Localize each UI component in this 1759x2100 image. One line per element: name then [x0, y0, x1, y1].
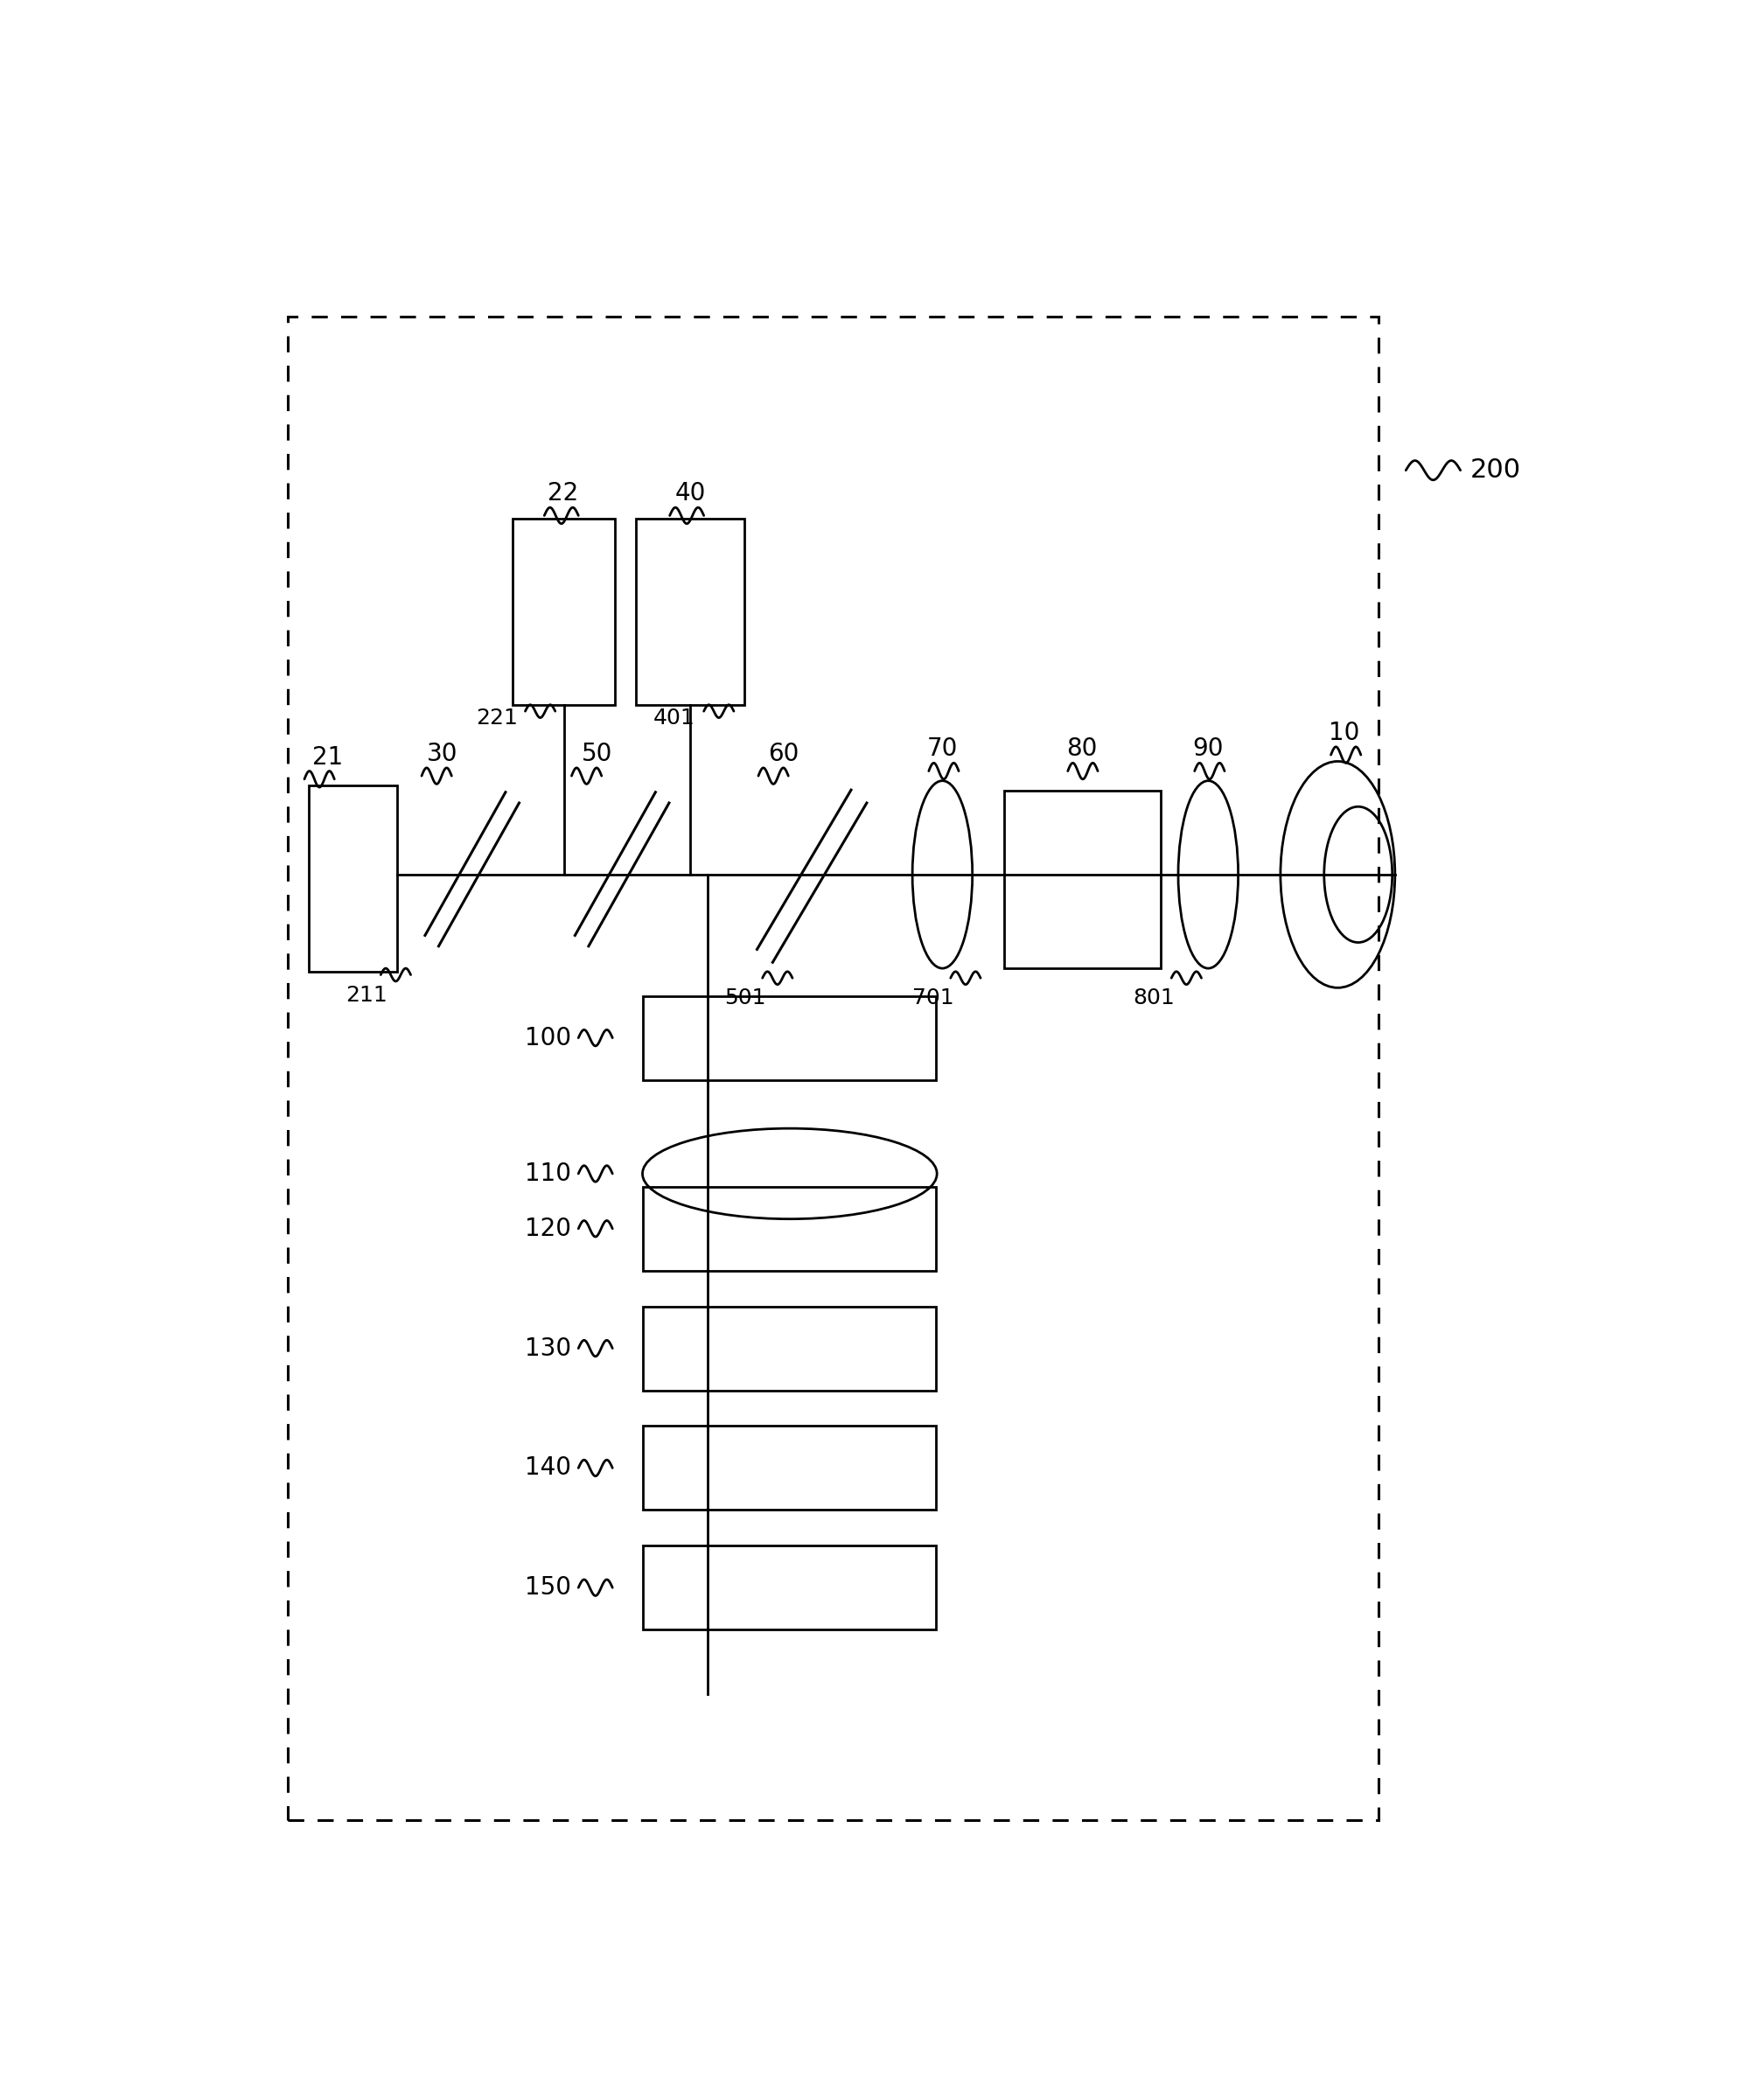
Bar	[642, 1426, 936, 1510]
Bar	[635, 519, 744, 706]
Text: 701: 701	[913, 987, 953, 1008]
Text: 801: 801	[1133, 987, 1175, 1008]
Text: 130: 130	[526, 1336, 572, 1361]
Text: 21: 21	[313, 745, 343, 769]
Text: 110: 110	[526, 1161, 572, 1186]
Text: 501: 501	[725, 987, 765, 1008]
Bar	[308, 785, 398, 972]
Text: 90: 90	[1193, 737, 1224, 762]
Text: 211: 211	[345, 985, 387, 1006]
Text: 10: 10	[1330, 720, 1360, 746]
Text: 140: 140	[526, 1455, 572, 1480]
Bar	[288, 317, 1379, 1821]
Text: 50: 50	[580, 741, 612, 766]
Bar	[514, 519, 616, 706]
Text: 30: 30	[427, 741, 457, 766]
Bar	[1004, 790, 1161, 968]
Text: 200: 200	[1471, 458, 1522, 483]
Bar	[642, 1186, 936, 1270]
Bar	[642, 1546, 936, 1630]
Text: 80: 80	[1066, 737, 1098, 762]
Text: 100: 100	[526, 1025, 572, 1050]
Text: 120: 120	[526, 1216, 572, 1241]
Text: 60: 60	[769, 741, 799, 766]
Text: 70: 70	[927, 737, 959, 762]
Text: 221: 221	[477, 708, 519, 729]
Bar	[642, 1306, 936, 1390]
Text: 150: 150	[526, 1575, 572, 1600]
Text: 40: 40	[675, 481, 705, 506]
Text: 22: 22	[549, 481, 579, 506]
Text: 401: 401	[653, 708, 695, 729]
Bar	[642, 995, 936, 1079]
